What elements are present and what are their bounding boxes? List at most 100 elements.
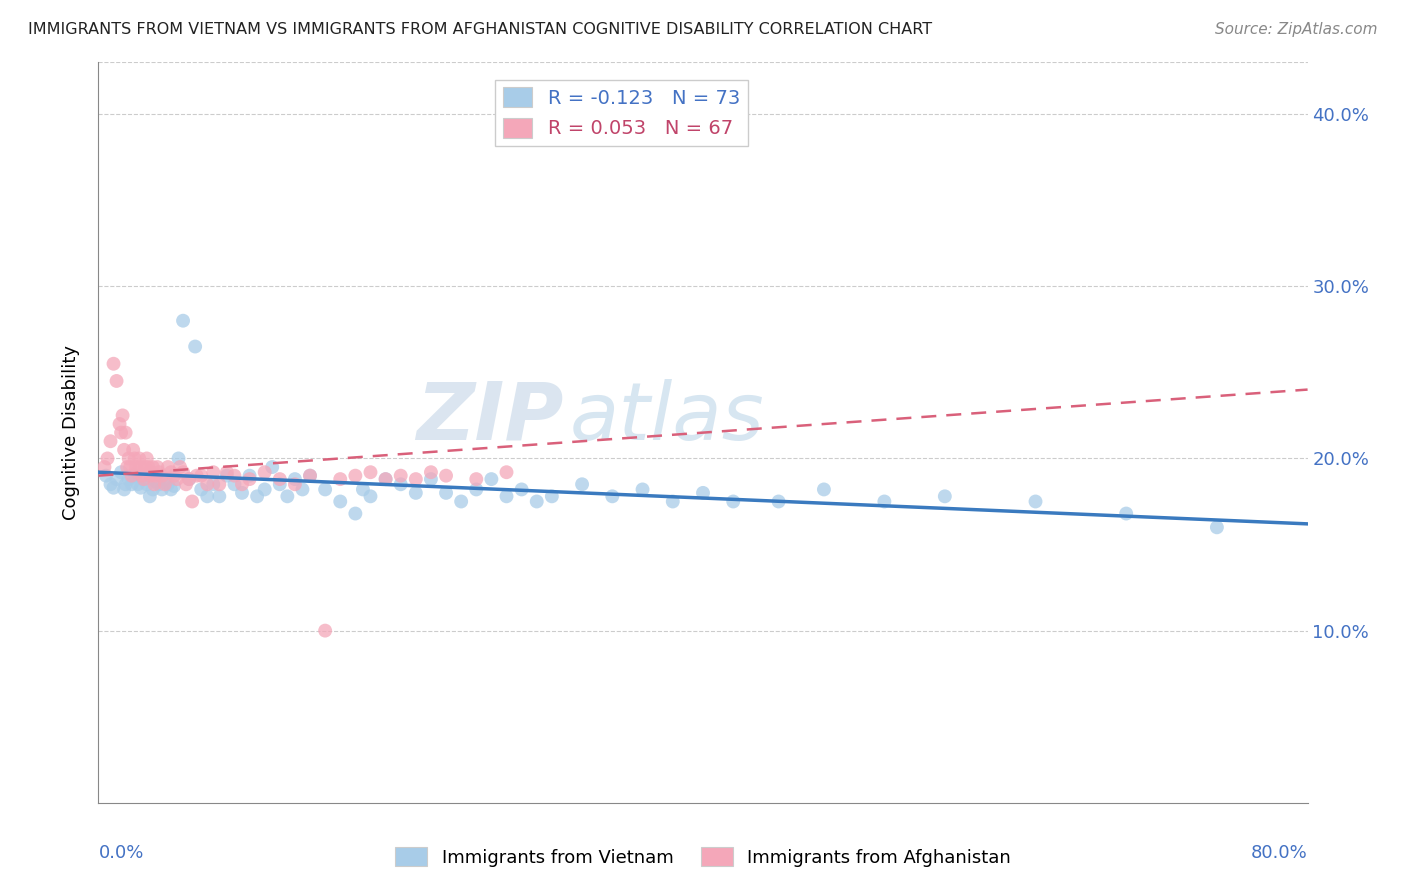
Text: IMMIGRANTS FROM VIETNAM VS IMMIGRANTS FROM AFGHANISTAN COGNITIVE DISABILITY CORR: IMMIGRANTS FROM VIETNAM VS IMMIGRANTS FR… — [28, 22, 932, 37]
Text: ZIP: ZIP — [416, 379, 564, 457]
Point — [314, 624, 336, 638]
Point — [166, 472, 188, 486]
Point — [145, 468, 167, 483]
Point — [1115, 507, 1137, 521]
Point — [215, 465, 238, 479]
Point — [389, 468, 412, 483]
Point — [121, 468, 143, 483]
Point — [146, 460, 169, 475]
Point — [465, 483, 488, 497]
Point — [110, 465, 132, 479]
Point — [93, 460, 115, 475]
Point — [129, 481, 152, 495]
Point — [329, 494, 352, 508]
Point — [284, 472, 307, 486]
Point — [179, 472, 201, 486]
Point — [253, 465, 276, 479]
Point — [202, 477, 225, 491]
Point — [195, 477, 218, 491]
Point — [121, 477, 143, 491]
Y-axis label: Cognitive Disability: Cognitive Disability — [62, 345, 80, 520]
Point — [190, 468, 212, 483]
Point — [122, 442, 145, 457]
Point — [132, 472, 155, 486]
Point — [224, 468, 246, 483]
Point — [112, 483, 135, 497]
Point — [111, 409, 134, 423]
Point — [405, 486, 427, 500]
Point — [172, 314, 194, 328]
Point — [100, 434, 122, 449]
Point — [143, 477, 166, 491]
Text: Source: ZipAtlas.com: Source: ZipAtlas.com — [1215, 22, 1378, 37]
Point — [571, 477, 593, 491]
Point — [934, 489, 956, 503]
Point — [1024, 494, 1046, 508]
Point — [110, 425, 132, 440]
Point — [374, 472, 396, 486]
Point — [723, 494, 745, 508]
Point — [169, 460, 191, 475]
Point — [118, 472, 141, 486]
Point — [224, 477, 246, 491]
Point — [127, 465, 149, 479]
Point — [127, 477, 149, 491]
Point — [124, 451, 146, 466]
Point — [184, 339, 207, 353]
Point — [128, 451, 150, 466]
Point — [405, 472, 427, 486]
Point — [526, 494, 548, 508]
Point — [344, 468, 367, 483]
Point — [246, 489, 269, 503]
Point — [150, 483, 173, 497]
Point — [172, 465, 194, 479]
Point — [190, 483, 212, 497]
Point — [142, 483, 165, 497]
Point — [148, 465, 170, 479]
Point — [131, 468, 153, 483]
Point — [873, 494, 896, 508]
Point — [136, 460, 159, 475]
Point — [120, 460, 142, 475]
Point — [813, 483, 835, 497]
Point — [768, 494, 790, 508]
Point — [276, 489, 298, 503]
Point — [114, 425, 136, 440]
Point — [291, 483, 314, 497]
Point — [115, 460, 138, 475]
Point — [269, 477, 291, 491]
Point — [156, 477, 179, 491]
Point — [135, 477, 157, 491]
Point — [135, 451, 157, 466]
Point — [352, 483, 374, 497]
Point — [495, 465, 517, 479]
Point — [510, 483, 533, 497]
Point — [540, 489, 562, 503]
Point — [96, 451, 118, 466]
Point — [132, 472, 155, 486]
Point — [186, 468, 208, 483]
Point — [420, 465, 443, 479]
Point — [129, 460, 152, 475]
Point — [167, 451, 190, 466]
Point — [434, 468, 457, 483]
Point — [139, 489, 162, 503]
Text: atlas: atlas — [569, 379, 765, 457]
Point — [692, 486, 714, 500]
Point — [314, 483, 336, 497]
Point — [262, 460, 284, 475]
Text: 0.0%: 0.0% — [98, 844, 143, 862]
Point — [269, 472, 291, 486]
Point — [495, 489, 517, 503]
Legend: R = -0.123   N = 73, R = 0.053   N = 67: R = -0.123 N = 73, R = 0.053 N = 67 — [495, 79, 748, 146]
Point — [661, 494, 683, 508]
Point — [360, 465, 382, 479]
Point — [153, 472, 176, 486]
Point — [208, 489, 231, 503]
Point — [360, 489, 382, 503]
Point — [329, 472, 352, 486]
Point — [142, 460, 165, 475]
Point — [344, 507, 367, 521]
Point — [284, 477, 307, 491]
Point — [420, 472, 443, 486]
